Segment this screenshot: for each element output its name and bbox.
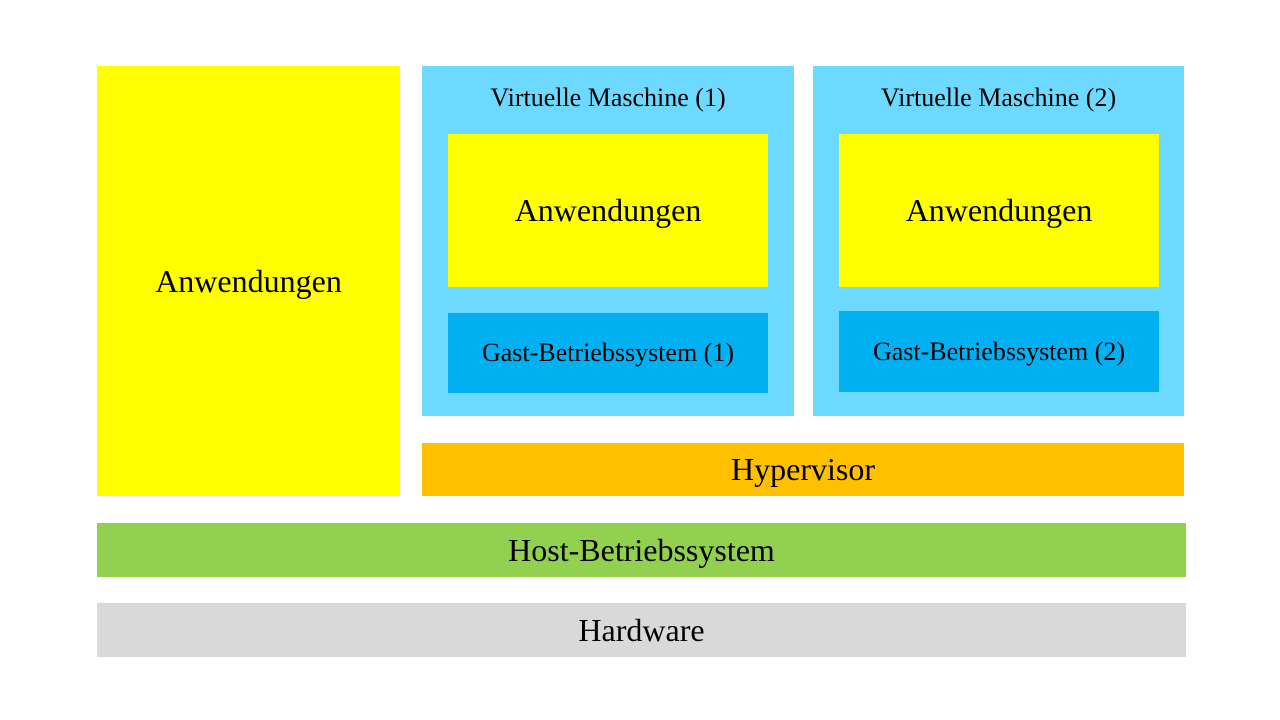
- virtual-machine-1-title: Virtuelle Maschine (1): [490, 83, 726, 112]
- hypervisor-box: Hypervisor: [422, 443, 1184, 496]
- host-applications-label: Anwendungen: [155, 262, 342, 299]
- vm-2-applications-label: Anwendungen: [905, 192, 1093, 228]
- vm-1-applications-label: Anwendungen: [514, 192, 702, 228]
- hypervisor-label: Hypervisor: [731, 451, 875, 487]
- hardware-box: Hardware: [97, 603, 1186, 657]
- vm-1-guest-os-label: Gast-Betriebssystem (1): [481, 338, 734, 367]
- virtual-machine-2: Virtuelle Maschine (2) Anwendungen Gast-…: [813, 66, 1184, 416]
- virtual-machine-2-title: Virtuelle Maschine (2): [880, 83, 1117, 112]
- host-os-label: Host-Betriebssystem: [508, 531, 775, 568]
- vm-1-guest-os-box: Gast-Betriebssystem (1): [448, 313, 768, 393]
- hardware-label: Hardware: [578, 611, 705, 648]
- host-os-box: Host-Betriebssystem: [97, 523, 1186, 577]
- vm-1-applications-box: Anwendungen: [448, 134, 768, 287]
- vm-2-guest-os-label: Gast-Betriebssystem (2): [872, 336, 1125, 366]
- virtual-machine-1: Virtuelle Maschine (1) Anwendungen Gast-…: [422, 66, 794, 416]
- vm-2-applications-box: Anwendungen: [839, 134, 1159, 287]
- host-applications-box: Anwendungen: [97, 66, 400, 496]
- vm-2-guest-os-box: Gast-Betriebssystem (2): [839, 311, 1159, 392]
